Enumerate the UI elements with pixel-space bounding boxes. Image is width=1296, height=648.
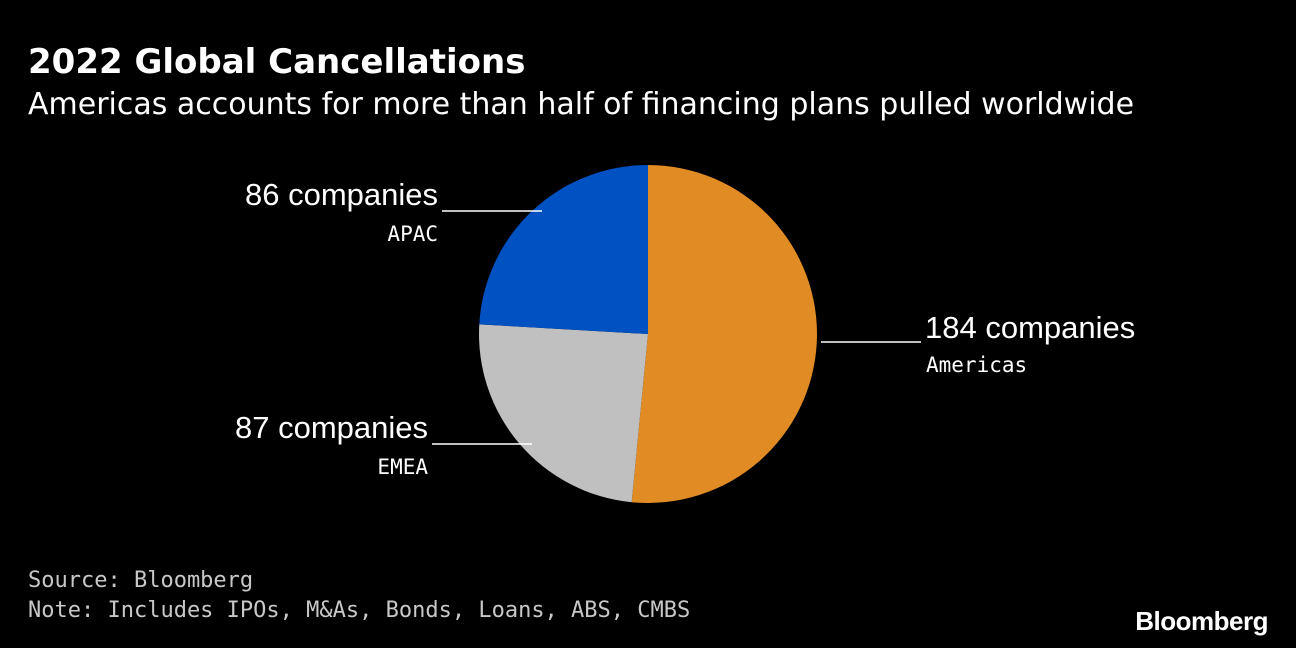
slice-category-label-apac: APAC: [387, 222, 438, 246]
chart-subtitle: Americas accounts for more than half of …: [28, 87, 1135, 122]
pie-slice-apac: [479, 165, 648, 334]
slice-value-label-apac: 86 companies: [245, 177, 438, 212]
source-note: Source: Bloomberg: [28, 568, 254, 593]
chart-title: 2022 Global Cancellations: [28, 42, 526, 82]
slice-category-label-emea: EMEA: [377, 455, 428, 479]
slice-value-label-emea: 87 companies: [235, 410, 428, 445]
slice-category-label-americas: Americas: [926, 353, 1027, 377]
footnote: Note: Includes IPOs, M&As, Bonds, Loans,…: [28, 598, 691, 623]
slice-value-label-americas: 184 companies: [925, 310, 1135, 345]
bloomberg-logo: Bloomberg: [1135, 606, 1268, 636]
pie-slice-emea: [479, 324, 648, 503]
chart-footer: Source: Bloomberg Note: Includes IPOs, M…: [28, 566, 690, 626]
pie-slice-americas: [631, 165, 817, 503]
